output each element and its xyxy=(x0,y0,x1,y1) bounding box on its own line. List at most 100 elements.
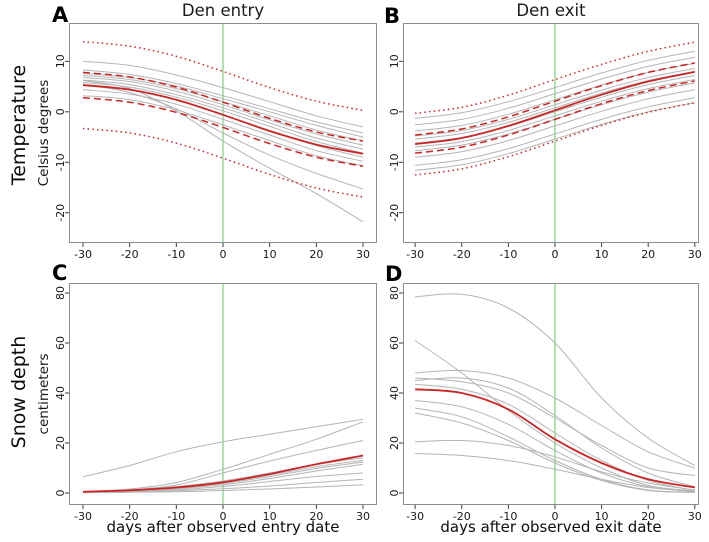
panel-letter-b: B xyxy=(384,4,401,28)
x-tick-label: 30 xyxy=(356,510,370,523)
plot-panel-a-den-entry-temperature: -30 -20 -10 0 10 20 30 10 0 -10 -20 xyxy=(54,23,377,261)
x-tick-label: 10 xyxy=(595,248,609,261)
plot-panel-b-den-exit-temperature: -30 -20 -10 0 10 20 30 10 0 -10 -20 xyxy=(388,23,702,261)
x-tick-label: 10 xyxy=(263,510,277,523)
y-tick-label: -20 xyxy=(388,204,401,222)
individual-line xyxy=(82,69,364,134)
row-label-temperature: Temperature xyxy=(8,64,30,186)
x-tick-label: 20 xyxy=(641,248,655,261)
x-tick-label: -30 xyxy=(406,248,424,261)
individual-line xyxy=(415,67,695,137)
y-tick-label: 40 xyxy=(388,386,401,400)
y-tick-label: 10 xyxy=(388,54,401,68)
y-tick-label: 0 xyxy=(54,108,67,115)
y-tick-label: -20 xyxy=(54,204,67,222)
individual-line xyxy=(82,77,364,146)
y-axis-label-celsius-degrees: Celsius degrees xyxy=(36,79,52,187)
individual-line xyxy=(82,418,364,478)
x-tick-label: -30 xyxy=(74,510,92,523)
y-tick-label: 60 xyxy=(388,336,401,350)
model-line xyxy=(82,71,364,142)
x-tick-label: 20 xyxy=(641,510,655,523)
individual-line xyxy=(415,293,696,466)
plot-panel-d-den-exit-snow-depth: -30 -20 -10 0 10 20 30 0 20 40 60 80 xyxy=(388,283,702,523)
x-tick-label: 0 xyxy=(551,510,558,523)
x-tick-label: -10 xyxy=(499,510,517,523)
plot-frame xyxy=(403,23,699,243)
plot-frame xyxy=(69,283,377,505)
model-line xyxy=(414,71,695,145)
x-tick-label: -20 xyxy=(453,510,471,523)
individual-line xyxy=(415,439,695,491)
individual-line xyxy=(82,82,364,154)
model-line xyxy=(415,101,695,176)
y-axis-label-centimeters: centimeters xyxy=(36,353,52,435)
x-tick-label: 20 xyxy=(309,510,323,523)
x-tick-label: -20 xyxy=(121,510,139,523)
x-tick-label: 10 xyxy=(595,510,609,523)
individual-line xyxy=(82,421,364,492)
individual-line xyxy=(82,484,364,494)
x-tick-label: 0 xyxy=(220,248,227,261)
individual-line xyxy=(415,400,695,493)
individual-line xyxy=(415,79,695,148)
panel-letter-a: A xyxy=(52,3,69,27)
individual-line xyxy=(414,412,695,493)
individual-line xyxy=(82,95,364,167)
y-tick-label: 80 xyxy=(54,286,67,300)
y-tick-label: 10 xyxy=(54,54,67,68)
model-line xyxy=(415,388,695,489)
individual-line xyxy=(414,340,695,492)
individual-line xyxy=(415,97,695,166)
model-line xyxy=(415,80,695,154)
panel-letter-c: C xyxy=(52,261,68,285)
y-tick-label: 0 xyxy=(388,490,401,497)
x-tick-label: 10 xyxy=(263,248,277,261)
x-tick-label: -10 xyxy=(167,510,185,523)
x-tick-label: -10 xyxy=(499,248,517,261)
individual-line xyxy=(82,60,364,128)
individual-line xyxy=(415,369,695,469)
individual-line xyxy=(82,83,364,190)
individual-line xyxy=(82,79,364,150)
individual-line xyxy=(415,56,695,126)
x-tick-label: 0 xyxy=(220,510,227,523)
x-tick-label: -20 xyxy=(121,248,139,261)
x-tick-label: -20 xyxy=(453,248,471,261)
y-tick-label: 80 xyxy=(388,286,401,300)
model-line xyxy=(415,62,695,136)
individual-line xyxy=(415,453,695,492)
row-label-snow-depth: Snow depth xyxy=(8,335,30,449)
individual-line xyxy=(415,50,695,119)
y-tick-label: -10 xyxy=(388,153,401,171)
y-tick-label: -10 xyxy=(54,153,67,171)
plot-frame xyxy=(403,283,699,505)
individual-line xyxy=(415,383,695,491)
column-title-den-exit: Den exit xyxy=(516,1,586,20)
individual-line xyxy=(415,70,695,140)
model-line xyxy=(82,96,364,168)
model-line xyxy=(82,84,364,155)
x-tick-label: -30 xyxy=(406,510,424,523)
y-tick-label: 60 xyxy=(54,336,67,350)
individual-line xyxy=(415,377,695,488)
x-tick-label: 30 xyxy=(688,248,702,261)
y-tick-label: 0 xyxy=(388,108,401,115)
column-title-den-entry: Den entry xyxy=(181,1,265,20)
individual-line xyxy=(415,102,695,171)
y-tick-label: 40 xyxy=(54,386,67,400)
x-axis-title-exit: days after observed exit date xyxy=(440,518,662,536)
individual-line xyxy=(415,89,695,158)
individual-line xyxy=(82,80,364,223)
plot-panel-c-den-entry-snow-depth: -30 -20 -10 0 10 20 30 0 20 40 60 80 xyxy=(54,283,377,523)
x-axis-title-entry: days after observed entry date xyxy=(106,518,340,536)
y-tick-label: 20 xyxy=(388,436,401,450)
y-tick-label: 0 xyxy=(54,490,67,497)
x-tick-label: -10 xyxy=(167,248,185,261)
x-tick-label: 30 xyxy=(356,248,370,261)
x-tick-label: 20 xyxy=(309,248,323,261)
y-tick-label: 20 xyxy=(54,436,67,450)
individual-line xyxy=(415,377,695,476)
model-line xyxy=(82,454,364,493)
